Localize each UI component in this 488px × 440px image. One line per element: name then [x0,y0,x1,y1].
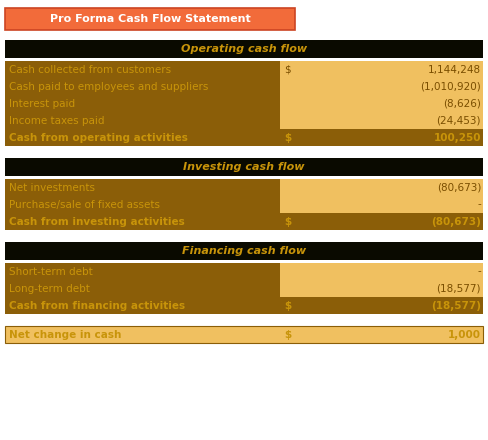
Text: Purchase/sale of fixed assets: Purchase/sale of fixed assets [9,199,160,209]
Text: Cash from investing activities: Cash from investing activities [9,216,185,227]
Text: Financing cash flow: Financing cash flow [182,246,306,256]
Text: $: $ [284,216,291,227]
Text: (24,453): (24,453) [436,116,481,125]
Bar [280,263,483,280]
Text: (18,577): (18,577) [431,301,481,311]
Text: (8,626): (8,626) [443,99,481,109]
Text: 1,000: 1,000 [448,330,481,340]
Text: Cash from operating activities: Cash from operating activities [9,132,188,143]
Bar [5,242,483,260]
Text: -: - [477,267,481,276]
Text: $: $ [284,65,291,74]
Bar [5,280,280,297]
Bar [5,263,280,280]
Bar [280,78,483,95]
Bar [5,158,483,176]
Text: Cash from financing activities: Cash from financing activities [9,301,185,311]
Bar [5,179,280,196]
Text: Short-term debt: Short-term debt [9,267,93,276]
Bar [5,196,280,213]
Bar [5,112,280,129]
Bar [280,112,483,129]
Text: (80,673): (80,673) [431,216,481,227]
Text: $: $ [284,132,291,143]
Text: Net investments: Net investments [9,183,95,193]
Text: Interest paid: Interest paid [9,99,75,109]
Bar [280,196,483,213]
Text: (18,577): (18,577) [436,283,481,293]
Bar [280,179,483,196]
Bar [5,8,295,30]
Text: 1,144,248: 1,144,248 [428,65,481,74]
Bar [5,326,483,343]
Text: (80,673): (80,673) [437,183,481,193]
Text: Income taxes paid: Income taxes paid [9,116,104,125]
Text: -: - [477,199,481,209]
Bar [5,78,280,95]
Text: Cash paid to employees and suppliers: Cash paid to employees and suppliers [9,81,208,92]
Bar [5,297,483,314]
Bar [280,280,483,297]
Text: Long-term debt: Long-term debt [9,283,90,293]
Text: $: $ [284,301,291,311]
Text: $: $ [284,330,291,340]
Text: Operating cash flow: Operating cash flow [181,44,307,54]
Text: Pro Forma Cash Flow Statement: Pro Forma Cash Flow Statement [50,14,250,24]
Text: 100,250: 100,250 [433,132,481,143]
Text: Cash collected from customers: Cash collected from customers [9,65,171,74]
Bar [5,213,483,230]
Bar [280,61,483,78]
Bar [280,95,483,112]
Bar [5,40,483,58]
Text: Investing cash flow: Investing cash flow [183,162,305,172]
Bar [5,61,280,78]
Bar [5,129,483,146]
Text: (1,010,920): (1,010,920) [420,81,481,92]
Bar [5,95,280,112]
Text: Net change in cash: Net change in cash [9,330,122,340]
